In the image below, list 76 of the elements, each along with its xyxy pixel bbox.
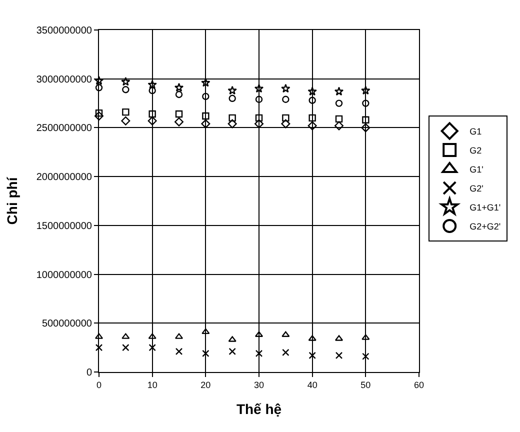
point xyxy=(228,114,236,122)
y-axis-title: Chi phí xyxy=(4,176,20,225)
point xyxy=(228,348,236,356)
point xyxy=(308,121,317,130)
point xyxy=(95,109,103,117)
legend-label: G2' xyxy=(470,184,484,194)
point xyxy=(335,100,343,107)
point xyxy=(308,114,316,122)
point xyxy=(122,108,130,116)
y-tick-label: 0 xyxy=(86,368,92,378)
point xyxy=(175,348,183,356)
point xyxy=(228,86,237,95)
point xyxy=(174,117,184,126)
legend-label: G2 xyxy=(470,146,482,156)
point xyxy=(95,84,103,92)
point xyxy=(254,84,264,93)
point xyxy=(255,114,263,122)
legend-label: G2+G2' xyxy=(470,222,501,232)
y-tick-label: 2000000000 xyxy=(36,172,92,184)
point xyxy=(281,119,290,128)
point xyxy=(282,114,290,122)
x-tick-label: 10 xyxy=(147,380,158,390)
point xyxy=(282,331,290,337)
point xyxy=(281,84,290,93)
y-tick-label: 3500000000 xyxy=(36,26,92,36)
point xyxy=(121,76,130,86)
point xyxy=(175,90,183,98)
point xyxy=(335,115,343,123)
point xyxy=(202,328,210,334)
point xyxy=(122,86,130,94)
point xyxy=(361,86,370,95)
point xyxy=(282,348,290,356)
point xyxy=(122,344,130,352)
point xyxy=(148,333,156,339)
point xyxy=(94,76,104,85)
point xyxy=(202,92,210,100)
point xyxy=(175,110,183,118)
point xyxy=(335,352,343,359)
point xyxy=(228,119,237,128)
x-tick-label: 40 xyxy=(307,380,318,390)
y-tick-label: 500000000 xyxy=(42,318,92,330)
point xyxy=(255,96,263,103)
y-tick-label: 3000000000 xyxy=(36,74,92,86)
x-tick-label: 50 xyxy=(360,380,371,390)
point xyxy=(362,100,370,107)
point xyxy=(121,116,130,126)
point xyxy=(308,96,316,104)
point xyxy=(148,110,156,118)
x-tick-label: 60 xyxy=(414,380,424,390)
point xyxy=(148,80,157,89)
y-tick-label: 1500000000 xyxy=(36,220,92,232)
point xyxy=(308,86,317,96)
point xyxy=(362,334,370,340)
x-tick-label: 0 xyxy=(96,380,102,390)
legend-label: G1' xyxy=(470,164,484,175)
legend-label: G1 xyxy=(470,126,482,137)
y-tick-label: 1000000000 xyxy=(36,270,92,281)
point xyxy=(282,96,290,103)
point xyxy=(334,86,344,96)
point xyxy=(201,78,210,87)
x-tick-label: 30 xyxy=(254,380,264,390)
point xyxy=(94,111,104,120)
point xyxy=(122,333,130,339)
point xyxy=(201,119,210,128)
x-tick-label: 20 xyxy=(200,380,211,390)
legend-label: G1+G1' xyxy=(470,202,501,213)
point xyxy=(334,121,344,130)
point xyxy=(202,112,210,120)
x-axis-title: Thế hệ xyxy=(236,401,282,418)
point xyxy=(174,82,184,92)
point xyxy=(362,116,370,124)
point xyxy=(361,123,370,132)
point xyxy=(308,335,316,341)
point xyxy=(228,336,236,342)
y-tick-label: 2500000000 xyxy=(36,123,92,134)
point xyxy=(228,94,236,102)
